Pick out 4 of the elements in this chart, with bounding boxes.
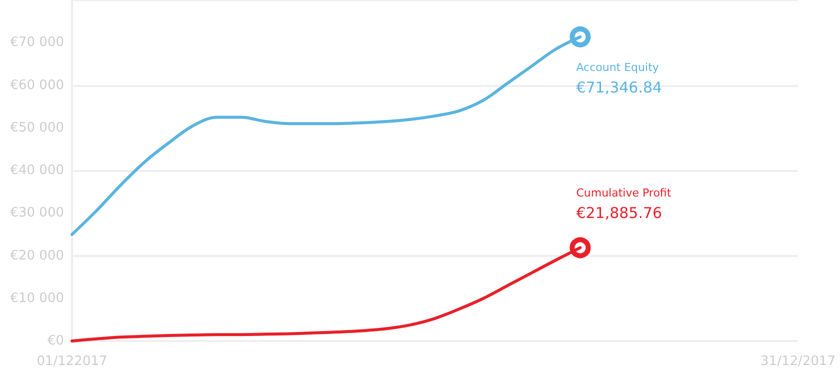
data-label: €71,346.84 [576,78,662,96]
text: Cumulative Profit [576,186,672,200]
data-label: €21,885.76 [576,204,662,222]
series-label: Account Equity [576,60,660,74]
